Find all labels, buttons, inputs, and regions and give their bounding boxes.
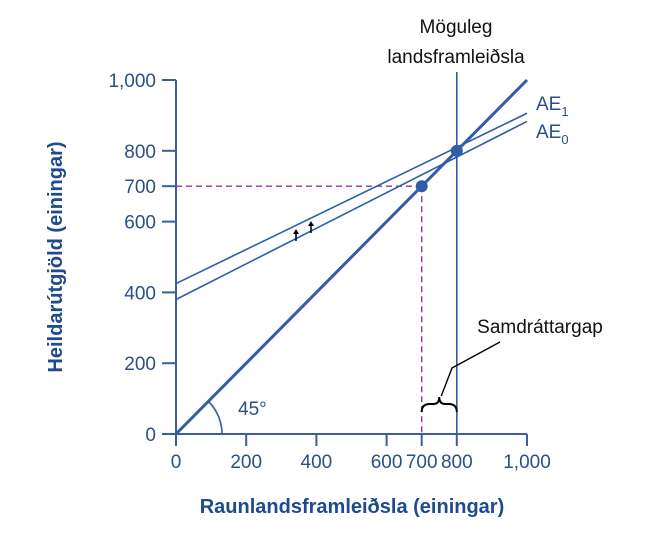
x-tick-label: 200 <box>230 452 262 473</box>
y-tick-label: 1,000 <box>108 71 156 92</box>
gap-brace <box>420 396 458 413</box>
y-tick-label: 0 <box>145 425 156 446</box>
series-label-ae0: AE0 <box>536 122 569 147</box>
y-tick-label: 600 <box>124 213 156 234</box>
potential-gdp-label-line1: Möguleg <box>420 17 493 38</box>
potential-gdp-label-line2: landsframleiðsla <box>387 47 525 68</box>
line-45-degree <box>174 78 529 436</box>
shift-arrow-head <box>293 229 299 234</box>
ae1-line <box>175 112 528 285</box>
angle-45-label: 45° <box>238 399 267 420</box>
series-label-ae1: AE1 <box>536 94 569 119</box>
angle-arc <box>207 400 223 435</box>
series-lines <box>174 78 529 436</box>
y-tick-label: 800 <box>124 142 156 163</box>
x-axis-title: Raunlandsframleiðsla (einingar) <box>200 496 505 518</box>
x-tick-label: 700 <box>406 452 438 473</box>
gap-leader-line <box>440 341 501 397</box>
annotations <box>207 221 501 435</box>
x-tick-label: 1,000 <box>503 452 551 473</box>
x-tick-label: 0 <box>171 452 182 473</box>
guides <box>176 72 458 434</box>
ae0-line <box>175 120 528 301</box>
recessionary-gap-label: Samdráttargap <box>477 317 603 338</box>
equilibrium-point <box>415 180 428 193</box>
y-axis-title: Heildarútgjöld (einingar) <box>45 141 67 372</box>
equilibrium-point <box>450 144 463 157</box>
x-tick-label: 400 <box>301 452 333 473</box>
axes <box>175 80 527 435</box>
y-tick-label: 200 <box>124 354 156 375</box>
y-tick-label: 400 <box>124 283 156 304</box>
y-tick-label: 700 <box>124 177 156 198</box>
shift-arrow-head <box>308 221 314 226</box>
x-tick-label: 600 <box>371 452 403 473</box>
x-tick-label: 800 <box>441 452 473 473</box>
equilibrium-points <box>415 144 463 193</box>
